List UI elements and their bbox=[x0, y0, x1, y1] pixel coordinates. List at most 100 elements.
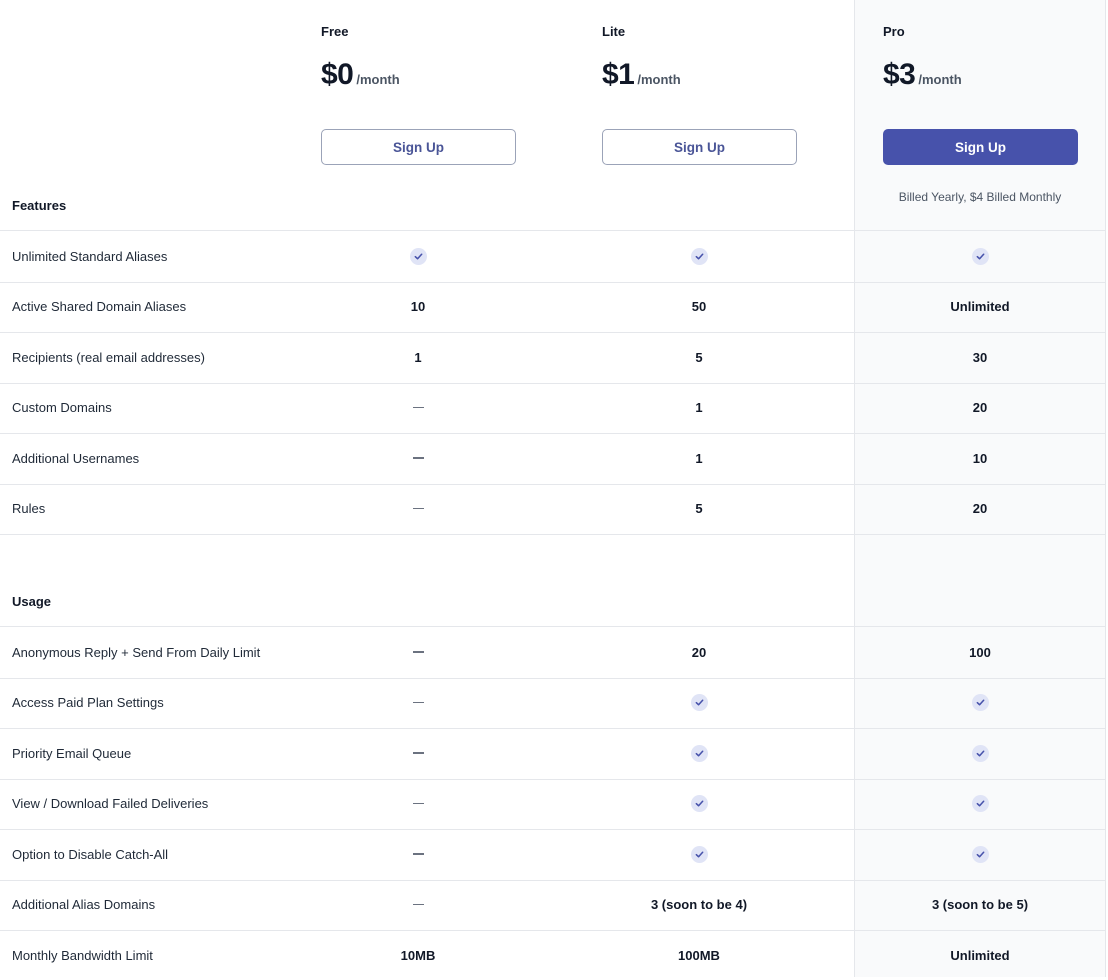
cell-lite: 50 bbox=[573, 282, 825, 332]
row-divider bbox=[0, 382, 1106, 384]
dash-icon bbox=[412, 853, 424, 855]
cell-pro: Unlimited bbox=[854, 930, 1106, 980]
price-period: /month bbox=[637, 72, 681, 87]
section-divider bbox=[0, 626, 1106, 627]
cell-pro: 20 bbox=[854, 484, 1106, 534]
billing-note: Billed Yearly, $4 Billed Monthly bbox=[898, 190, 1062, 204]
check-circle-icon bbox=[971, 694, 989, 711]
row-label: Option to Disable Catch-All bbox=[12, 846, 169, 862]
cell-value: 1 bbox=[695, 400, 703, 415]
cell-free bbox=[292, 779, 544, 829]
cell-lite: 1 bbox=[573, 383, 825, 433]
cell-value: 10 bbox=[410, 299, 426, 314]
cell-pro bbox=[854, 728, 1106, 778]
check-circle-icon bbox=[409, 247, 427, 265]
row-label: Priority Email Queue bbox=[12, 745, 132, 761]
table-row: Additional Alias Domains 3 (soon to be 4)… bbox=[0, 880, 1106, 930]
cell-free bbox=[292, 829, 544, 879]
table-row: Option to Disable Catch-All bbox=[0, 829, 1106, 879]
plan-price: $3/month bbox=[883, 58, 962, 92]
cell-free bbox=[292, 383, 544, 433]
row-label: Custom Domains bbox=[12, 400, 112, 415]
cell-value: 10MB bbox=[400, 947, 436, 963]
cell-value: 100 bbox=[969, 644, 991, 660]
cell-lite: 100MB bbox=[573, 930, 825, 980]
check-circle-icon bbox=[690, 795, 708, 812]
row-label: View / Download Failed Deliveries bbox=[12, 796, 209, 811]
section-divider bbox=[0, 230, 1106, 231]
sign-up-button-lite[interactable]: Sign Up bbox=[602, 129, 797, 165]
row-label: Additional Usernames bbox=[12, 450, 140, 466]
row-label: Active Shared Domain Aliases bbox=[12, 299, 187, 314]
cell-value: 100MB bbox=[678, 947, 720, 963]
row-label: Anonymous Reply + Send From Daily Limit bbox=[12, 644, 261, 660]
cell-pro: 3 (soon to be 5) bbox=[854, 880, 1106, 930]
cell-value: Unlimited bbox=[950, 299, 1010, 314]
table-row: Unlimited Standard Aliases bbox=[0, 231, 1106, 281]
cell-free bbox=[292, 627, 544, 677]
cell-lite bbox=[573, 728, 825, 778]
dash-icon bbox=[412, 802, 424, 805]
row-divider bbox=[0, 930, 1106, 931]
table-row: Anonymous Reply + Send From Daily Limit 2… bbox=[0, 627, 1106, 677]
cell-lite: 5 bbox=[573, 332, 825, 382]
cell-free: 10 bbox=[292, 282, 544, 332]
cell-lite: 3 (soon to be 4) bbox=[573, 880, 825, 930]
cell-value: 20 bbox=[972, 400, 988, 415]
cell-value: 10 bbox=[972, 450, 988, 466]
cell-value: 50 bbox=[691, 299, 707, 314]
dash-icon bbox=[412, 903, 424, 906]
cell-value: 5 bbox=[695, 349, 703, 365]
row-label: Additional Alias Domains bbox=[12, 897, 156, 912]
cell-lite bbox=[573, 779, 825, 829]
sign-up-button-pro[interactable]: Sign Up bbox=[883, 129, 1078, 165]
dash-icon bbox=[412, 457, 424, 459]
cell-value: 3 (soon to be 5) bbox=[931, 897, 1029, 912]
row-divider bbox=[0, 534, 1106, 535]
dash-icon bbox=[412, 752, 424, 754]
price-period: /month bbox=[356, 72, 400, 87]
row-divider bbox=[0, 728, 1106, 729]
row-label: Recipients (real email addresses) bbox=[12, 349, 205, 365]
plan-price: $0/month bbox=[321, 58, 400, 92]
check-circle-icon bbox=[971, 744, 989, 762]
plan-name: Lite bbox=[602, 24, 626, 39]
cell-pro: 100 bbox=[854, 627, 1106, 677]
row-divider bbox=[0, 778, 1106, 780]
cell-value: 5 bbox=[695, 501, 703, 516]
check-circle-icon bbox=[971, 795, 989, 812]
row-label: Unlimited Standard Aliases bbox=[12, 248, 168, 264]
plan-name: Free bbox=[321, 24, 349, 39]
row-divider bbox=[0, 281, 1106, 283]
row-divider bbox=[0, 433, 1106, 434]
check-circle-icon bbox=[690, 694, 708, 711]
cell-free: 1 bbox=[292, 332, 544, 382]
dash-icon bbox=[412, 507, 424, 510]
cell-free bbox=[292, 231, 544, 281]
plan-name: Pro bbox=[883, 24, 905, 39]
table-row: Rules 5 20 bbox=[0, 484, 1106, 534]
section-title-features: Features bbox=[12, 198, 67, 213]
cell-value: 1 bbox=[695, 450, 703, 466]
cell-pro: 30 bbox=[854, 332, 1106, 382]
cell-free bbox=[292, 880, 544, 930]
cell-value: Unlimited bbox=[950, 947, 1010, 963]
cell-free bbox=[292, 678, 544, 728]
cell-pro bbox=[854, 779, 1106, 829]
price-amount: $1 bbox=[602, 58, 635, 91]
table-row: Monthly Bandwidth Limit 10MB 100MB Unlimite… bbox=[0, 930, 1106, 980]
sign-up-button-free[interactable]: Sign Up bbox=[321, 129, 516, 165]
row-label: Access Paid Plan Settings bbox=[12, 695, 164, 710]
cell-value: 20 bbox=[691, 644, 707, 660]
cell-pro: 10 bbox=[854, 433, 1106, 483]
row-divider bbox=[0, 677, 1106, 679]
table-row: Additional Usernames 1 10 bbox=[0, 433, 1106, 483]
check-circle-icon bbox=[971, 845, 989, 863]
cell-lite bbox=[573, 231, 825, 281]
table-row: Custom Domains 1 20 bbox=[0, 383, 1106, 433]
row-label: Monthly Bandwidth Limit bbox=[12, 947, 153, 963]
dash-icon bbox=[412, 406, 424, 409]
check-circle-icon bbox=[690, 845, 708, 863]
check-circle-icon bbox=[971, 247, 989, 265]
table-row: Priority Email Queue bbox=[0, 728, 1106, 778]
